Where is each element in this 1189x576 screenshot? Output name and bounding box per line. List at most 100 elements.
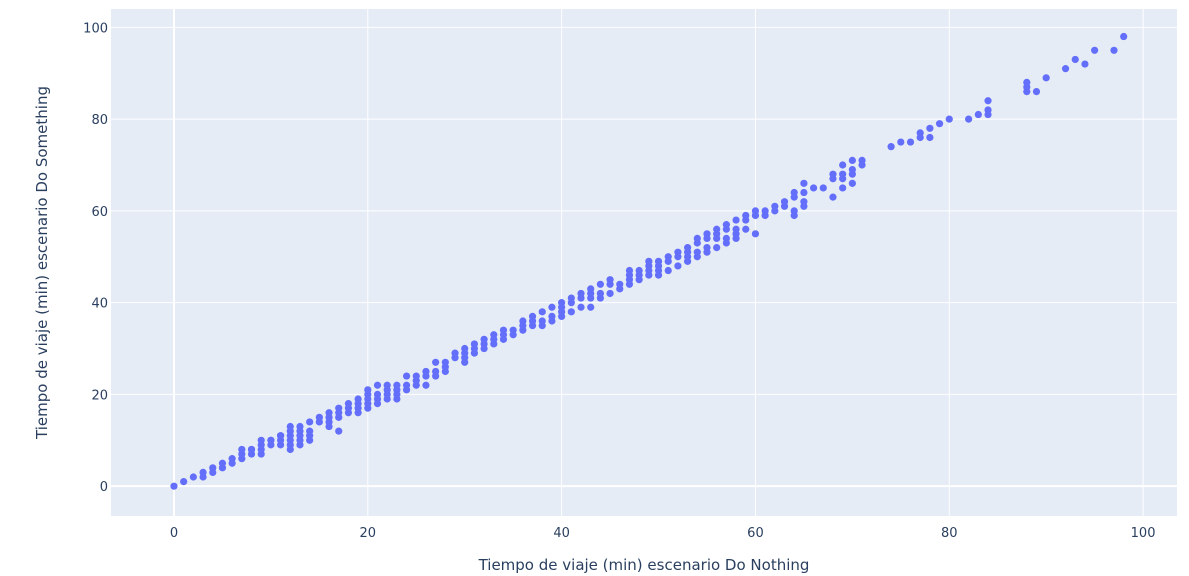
data-point[interactable] (373, 390, 382, 399)
data-point[interactable] (470, 340, 479, 348)
data-point[interactable] (1120, 32, 1128, 41)
data-point[interactable] (509, 326, 517, 334)
data-point[interactable] (654, 257, 663, 265)
data-point[interactable] (1032, 87, 1041, 96)
data-point[interactable] (325, 409, 333, 417)
data-point[interactable] (354, 395, 362, 403)
data-point[interactable] (286, 422, 294, 431)
data-point[interactable] (839, 184, 847, 192)
data-point[interactable] (839, 170, 847, 178)
data-point[interactable] (1042, 74, 1050, 82)
data-point[interactable] (839, 161, 847, 169)
data-point[interactable] (276, 432, 285, 440)
data-point[interactable] (393, 381, 401, 389)
data-point[interactable] (315, 413, 323, 421)
data-point[interactable] (916, 129, 924, 137)
data-point[interactable] (335, 404, 343, 412)
data-point[interactable] (674, 248, 682, 256)
data-point[interactable] (800, 179, 808, 187)
data-point[interactable] (548, 312, 556, 321)
data-point[interactable] (1081, 60, 1089, 68)
data-point[interactable] (722, 221, 730, 229)
data-point[interactable] (945, 115, 953, 123)
data-point[interactable] (1023, 78, 1031, 87)
data-point[interactable] (538, 317, 546, 325)
data-point[interactable] (713, 243, 721, 252)
data-point[interactable] (664, 253, 672, 261)
data-point[interactable] (548, 303, 556, 311)
data-point[interactable] (528, 312, 537, 321)
data-point[interactable] (742, 211, 750, 220)
data-point[interactable] (1071, 55, 1079, 64)
data-point[interactable] (790, 188, 798, 197)
data-point[interactable] (480, 335, 488, 343)
data-point[interactable] (984, 97, 992, 105)
data-point[interactable] (402, 372, 411, 380)
data-point[interactable] (335, 427, 343, 435)
data-point[interactable] (751, 230, 760, 238)
data-point[interactable] (490, 331, 498, 339)
data-point[interactable] (422, 367, 430, 376)
data-point[interactable] (577, 303, 585, 311)
data-point[interactable] (693, 248, 701, 256)
data-point[interactable] (209, 464, 217, 472)
data-point[interactable] (625, 266, 634, 275)
data-point[interactable] (596, 280, 604, 288)
data-point[interactable] (819, 184, 827, 192)
data-point[interactable] (684, 243, 692, 252)
data-point[interactable] (373, 381, 382, 389)
data-point[interactable] (538, 308, 546, 316)
data-point[interactable] (461, 344, 469, 353)
data-point[interactable] (364, 386, 372, 394)
data-point[interactable] (422, 381, 430, 389)
data-point[interactable] (751, 207, 760, 215)
data-point[interactable] (771, 202, 779, 210)
data-point[interactable] (306, 418, 314, 426)
data-point[interactable] (596, 289, 604, 298)
data-point[interactable] (790, 207, 798, 215)
data-point[interactable] (713, 225, 721, 233)
data-point[interactable] (558, 299, 566, 307)
data-point[interactable] (926, 133, 934, 142)
data-point[interactable] (780, 198, 789, 206)
data-point[interactable] (935, 120, 944, 128)
data-point[interactable] (800, 188, 808, 197)
data-point[interactable] (499, 326, 508, 334)
data-point[interactable] (257, 436, 265, 444)
data-point[interactable] (577, 289, 585, 298)
data-point[interactable] (519, 317, 527, 325)
data-point[interactable] (567, 308, 575, 316)
data-point[interactable] (247, 445, 256, 454)
data-point[interactable] (693, 234, 701, 243)
data-point[interactable] (984, 106, 992, 114)
data-point[interactable] (567, 294, 575, 302)
data-point[interactable] (616, 280, 624, 288)
data-point[interactable] (858, 156, 866, 165)
data-point[interactable] (703, 230, 711, 238)
data-point[interactable] (722, 234, 730, 243)
data-point[interactable] (432, 358, 440, 366)
data-point[interactable] (887, 143, 895, 151)
data-point[interactable] (344, 399, 353, 408)
data-point[interactable] (732, 225, 740, 233)
data-point[interactable] (635, 266, 643, 275)
data-point[interactable] (218, 459, 227, 467)
data-point[interactable] (402, 381, 411, 389)
data-point[interactable] (189, 473, 197, 481)
data-point[interactable] (974, 110, 982, 119)
data-point[interactable] (412, 372, 420, 380)
data-point[interactable] (1091, 46, 1099, 54)
data-point[interactable] (645, 257, 653, 265)
data-point[interactable] (1110, 46, 1118, 54)
data-point[interactable] (267, 436, 275, 444)
data-point[interactable] (761, 207, 769, 215)
data-point[interactable] (926, 124, 934, 132)
data-point[interactable] (519, 326, 527, 334)
data-point[interactable] (848, 156, 856, 165)
data-point[interactable] (199, 468, 207, 477)
data-point[interactable] (848, 179, 856, 187)
data-point[interactable] (742, 225, 750, 233)
data-point[interactable] (732, 216, 740, 224)
data-point[interactable] (664, 266, 672, 275)
data-point[interactable] (238, 445, 246, 454)
